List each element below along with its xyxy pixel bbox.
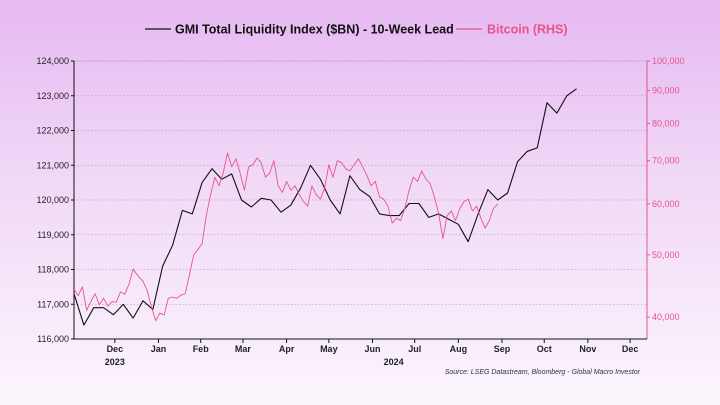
x-tick-label: May — [320, 344, 338, 354]
right-tick-label: 70,000 — [652, 156, 680, 166]
right-tick-label: 100,000 — [652, 56, 685, 66]
x-axis: Dec Jan Feb Mar Apr May Jun Jul Aug Sep Oct Nov Dec 2… — [105, 339, 639, 367]
x-tick-label: Oct — [537, 344, 552, 354]
right-y-axis: 40,000 50,000 60,000 70,000 80,000 90,000 100,… — [647, 56, 685, 322]
right-tick-label: 50,000 — [652, 250, 680, 260]
x-tick-label: Apr — [279, 344, 295, 354]
x-tick-label: Nov — [579, 344, 596, 354]
left-tick-label: 120,000 — [36, 195, 69, 205]
left-tick-label: 117,000 — [37, 299, 69, 309]
x-year-label: 2023 — [105, 357, 125, 367]
left-tick-label: 123,000 — [36, 91, 69, 101]
right-tick-label: 40,000 — [652, 312, 680, 322]
left-tick-label: 116,000 — [37, 334, 69, 344]
series-layer — [73, 88, 577, 326]
x-tick-label: Sep — [494, 344, 511, 354]
x-tick-label: Jun — [364, 344, 380, 354]
left-tick-label: 124,000 — [36, 56, 69, 66]
left-tick-label: 118,000 — [37, 265, 69, 275]
right-tick-label: 80,000 — [652, 118, 680, 128]
left-tick-label: 122,000 — [36, 126, 69, 136]
source-note: Source: LSEG Datastream, Bloomberg - Glo… — [445, 369, 641, 376]
legend-label-liquidity: GMI Total Liquidity Index ($BN) - 10-Wee… — [175, 23, 454, 37]
gridlines — [74, 60, 647, 305]
x-tick-label: Aug — [450, 344, 468, 354]
x-tick-label: Dec — [622, 344, 639, 354]
series-line-bitcoin — [73, 152, 499, 322]
legend: GMI Total Liquidity Index ($BN) - 10-Wee… — [145, 23, 568, 37]
series-line-liquidity — [73, 88, 577, 326]
x-year-label: 2024 — [384, 357, 404, 367]
x-tick-label: Dec — [107, 344, 124, 354]
left-tick-label: 121,000 — [36, 160, 69, 170]
x-tick-label: Jul — [408, 344, 421, 354]
left-tick-label: 119,000 — [37, 230, 69, 240]
x-tick-label: Jan — [151, 344, 167, 354]
left-y-axis: 116,000 117,000 118,000 119,000 120,000 121,0… — [36, 56, 74, 344]
legend-label-bitcoin: Bitcoin (RHS) — [487, 23, 568, 37]
x-tick-label: Mar — [235, 344, 252, 354]
right-tick-label: 90,000 — [652, 85, 680, 95]
x-tick-label: Feb — [193, 344, 210, 354]
right-tick-label: 60,000 — [652, 199, 680, 209]
